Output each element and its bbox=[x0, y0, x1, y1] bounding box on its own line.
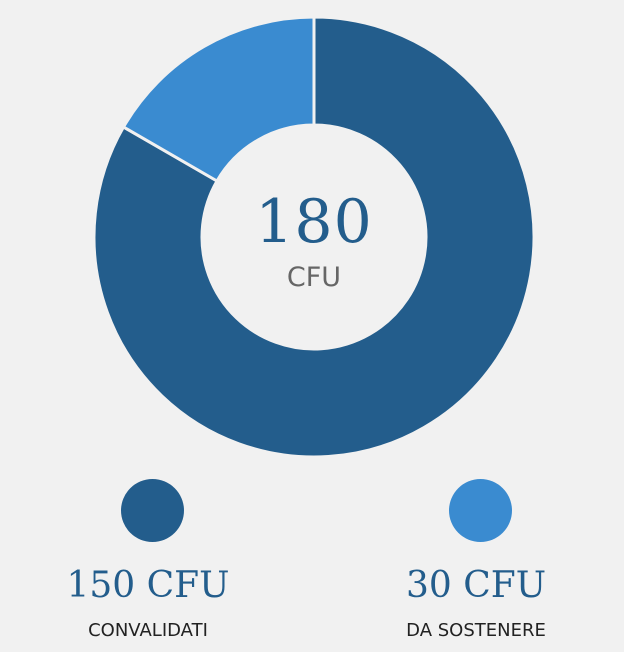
donut-slice-da-sostenere bbox=[121, 15, 316, 183]
legend-label-convalidati: CONVALIDATI bbox=[88, 620, 208, 641]
donut-hole bbox=[203, 126, 425, 348]
legend-value-convalidati: 150 CFU bbox=[66, 565, 230, 606]
donut-slice-convalidati bbox=[92, 15, 536, 459]
legend-value-da-sostenere: 30 CFU bbox=[405, 565, 547, 606]
legend-label-da-sostenere: DA SOSTENERE bbox=[406, 620, 546, 641]
total-value: 180 bbox=[255, 187, 373, 257]
donut-chart bbox=[92, 15, 536, 459]
legend-dot-da-sostenere bbox=[449, 479, 512, 542]
total-unit: CFU bbox=[286, 262, 342, 293]
legend-dot-convalidati bbox=[121, 479, 184, 542]
